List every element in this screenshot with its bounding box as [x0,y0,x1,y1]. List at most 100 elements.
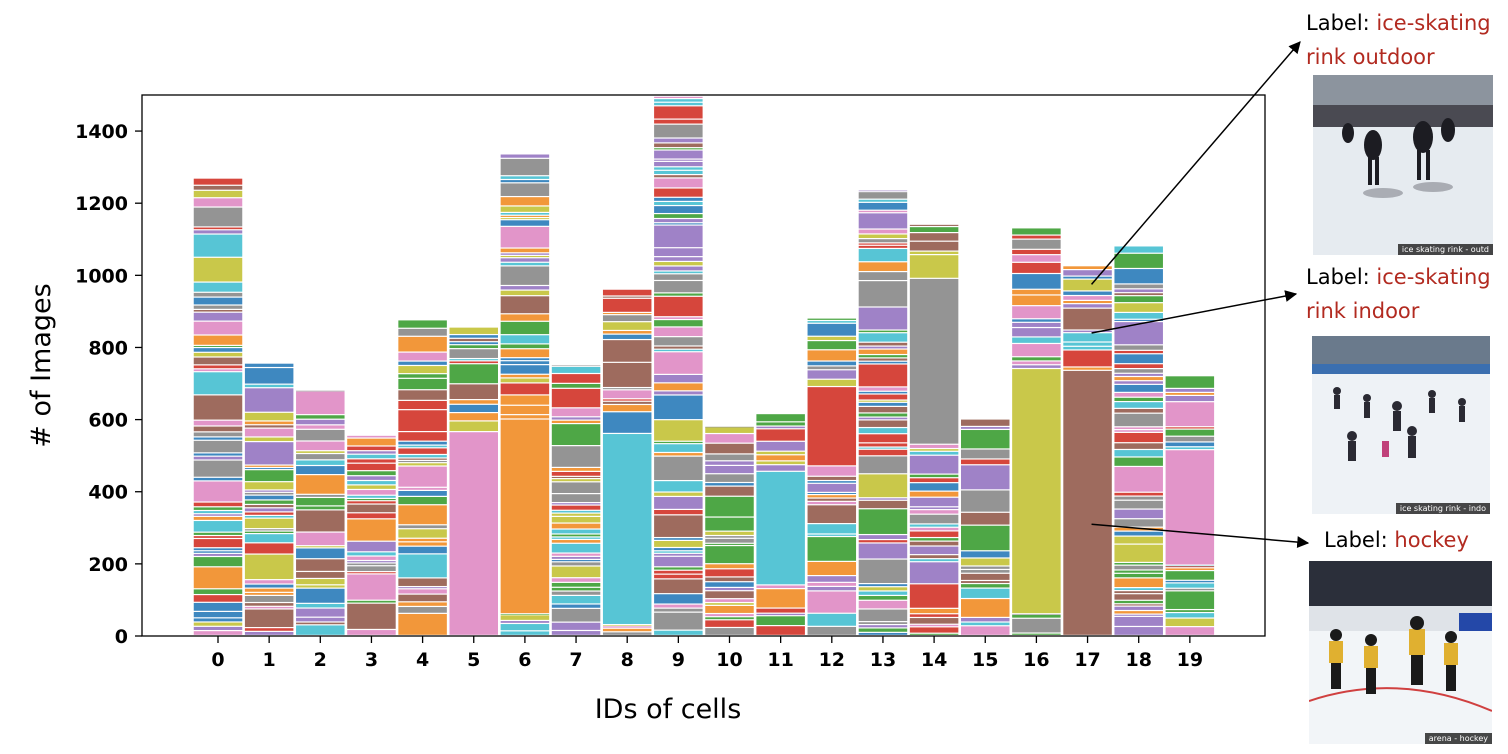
bar-segment [1114,573,1163,578]
bar-segment [705,603,754,605]
bar-segment [500,197,550,206]
bar-segment [705,536,754,538]
bar-segment [347,438,396,446]
bar-segment [551,622,601,630]
bar-segment [1165,396,1215,402]
bar-segment [602,296,652,298]
bar-segment [654,551,703,553]
bar-segment [756,626,805,635]
bar-segment [500,286,550,290]
bar-segment [1165,376,1215,388]
bar-segment [654,492,703,496]
bar-segment [244,515,294,518]
bar-segment [398,607,447,613]
bar-14 [909,224,959,635]
bar-segment [602,388,652,390]
bar-segment [296,532,345,546]
bar-segment [193,297,243,305]
bar-segment [398,378,447,390]
bar-segment [1114,246,1163,253]
bar-segment [551,529,601,534]
bar-segment [296,425,345,429]
bar-segment [909,624,959,627]
x-tick-label: 14 [921,649,947,671]
label-prefix: Label: [1306,11,1377,35]
bar-segment [347,563,396,566]
bar-segment [1012,361,1061,365]
bar-segment [858,243,908,245]
bar-segment [500,344,550,349]
bar-segment-major [909,278,959,444]
bar-segment [858,498,908,500]
bar-segment [551,365,601,367]
bar-segment [602,401,652,404]
bar-segment [1114,509,1163,519]
bar-segment [244,500,294,504]
bar-segment [654,441,703,444]
bar-segment [1114,544,1163,562]
bar-segment [398,525,447,529]
bar-segment [1114,289,1163,293]
bar-segment [500,624,550,631]
bar-segment [244,363,294,367]
bar-segment [909,241,959,251]
bar-segment [1114,536,1163,544]
bar-segment [193,631,243,635]
annotation-label-indoor: Label: ice-skating rink indoor [1306,260,1491,328]
bar-segment [449,349,498,358]
bar-segment [1114,430,1163,432]
bar-segment [551,560,601,562]
y-tick-label: 800 [88,337,128,359]
bar-segment [398,432,447,441]
bar-segment [705,577,754,582]
bar-segment [705,599,754,602]
bar-segment [1063,300,1112,304]
bar-segment [500,266,550,285]
bar-segment [1012,249,1061,255]
bar-8 [602,289,652,635]
x-tick-label: 7 [569,649,582,671]
bar-segment [756,414,805,422]
bar-segment [1165,580,1215,583]
bar-segment [654,223,703,225]
bar-segment [193,595,243,602]
bar-segment [551,476,601,479]
bar-segment [602,632,652,635]
bar-segment [1114,527,1163,531]
bar-segment [654,99,703,102]
bar-segment [347,556,396,560]
bar-segment [1012,633,1061,635]
bar-segment [244,554,294,580]
bar-segment [858,234,908,239]
bar-segment [193,227,243,230]
bar-segment-major [449,432,498,635]
bar-segment [193,234,243,257]
bar-segment [1012,239,1061,249]
bar-segment [858,342,908,346]
bar-segment [602,331,652,334]
bar-segment [551,537,601,539]
bar-segment [807,505,857,524]
bar-segment [193,548,243,551]
bar-segment [347,552,396,556]
annotation-label-outdoor: Label: ice-skating rink outdoor [1306,6,1491,74]
bar-segment [1114,384,1163,392]
bar-segment [807,483,857,492]
bar-segment [1114,432,1163,443]
bar-segment [756,451,805,455]
bar-segment [705,628,754,635]
x-axis: 0 1 2 3 4 5 6 7 8 9 10 11 12 13 14 15 16 17 18 19 [211,636,1203,671]
bar-segment [909,546,959,555]
bar-segment [1063,367,1112,370]
bar-segment [244,531,294,534]
bar-segment [347,476,396,480]
bar-segment [500,206,550,212]
bar-segment [551,582,601,587]
x-tick-label: 11 [767,649,793,671]
bar-segment [807,336,857,340]
bar-segment [654,337,703,346]
bar-segment [1114,413,1163,427]
bar-segment [961,573,1010,580]
bar-segment [654,553,703,556]
bar-segment [602,628,652,632]
